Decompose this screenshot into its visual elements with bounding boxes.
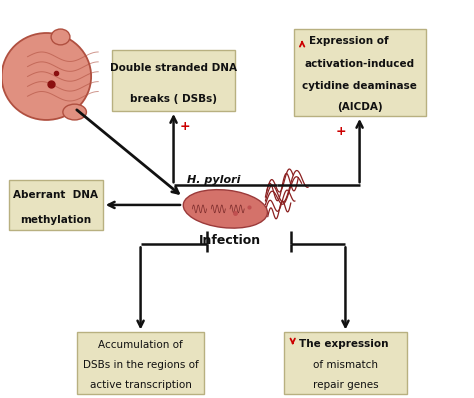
Text: H. pylori: H. pylori	[187, 176, 240, 185]
Ellipse shape	[1, 33, 91, 120]
Text: Expression of: Expression of	[309, 36, 388, 46]
Text: Aberrant  DNA: Aberrant DNA	[13, 190, 98, 200]
Text: Double stranded DNA: Double stranded DNA	[110, 63, 237, 73]
Text: +: +	[336, 125, 346, 139]
Ellipse shape	[183, 189, 267, 228]
Text: Accumulation of: Accumulation of	[98, 339, 183, 349]
FancyBboxPatch shape	[294, 29, 426, 116]
Text: +: +	[180, 120, 191, 133]
Text: methylation: methylation	[20, 215, 91, 225]
Ellipse shape	[63, 104, 86, 120]
Text: breaks ( DSBs): breaks ( DSBs)	[130, 94, 217, 104]
Text: (AICDA): (AICDA)	[337, 102, 383, 112]
FancyBboxPatch shape	[9, 180, 103, 230]
Text: The expression: The expression	[299, 339, 389, 349]
Text: Infection: Infection	[199, 234, 261, 247]
FancyBboxPatch shape	[284, 332, 407, 394]
Text: cytidine deaminase: cytidine deaminase	[302, 80, 417, 91]
Text: repair genes: repair genes	[313, 380, 378, 390]
Ellipse shape	[51, 29, 70, 45]
Text: DSBs in the regions of: DSBs in the regions of	[82, 360, 199, 370]
Text: activation-induced: activation-induced	[304, 59, 415, 69]
Text: of mismatch: of mismatch	[313, 360, 378, 370]
Text: active transcription: active transcription	[90, 380, 191, 390]
FancyBboxPatch shape	[77, 332, 204, 394]
FancyBboxPatch shape	[112, 50, 235, 111]
